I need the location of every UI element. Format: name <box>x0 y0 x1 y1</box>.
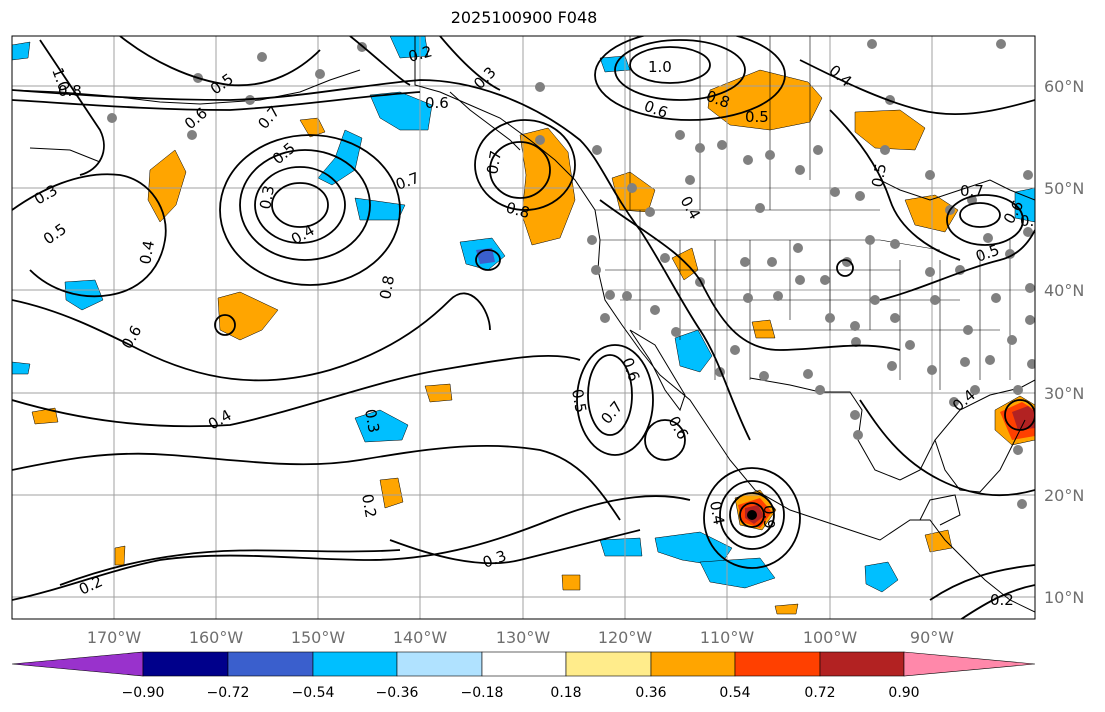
lon-label: 170°W <box>87 628 142 647</box>
lat-label: 50°N <box>1044 179 1084 198</box>
contour-label: 0.3 <box>1020 212 1044 230</box>
colorbar <box>11 651 1036 677</box>
contour-label: 0.5 <box>868 162 890 189</box>
colorbar-tick-label: 0.36 <box>635 685 666 701</box>
colorbar-tick-label: −0.18 <box>461 685 504 701</box>
colorbar-bin <box>565 651 652 677</box>
longitude-labels: 170°W 160°W 150°W 140°W 130°W 120°W 110°… <box>87 628 954 647</box>
contour-label: 0.7 <box>483 149 505 176</box>
contour-label: 0.2 <box>358 493 380 520</box>
colorbar-bin <box>396 651 483 677</box>
colorbar-bin <box>734 651 821 677</box>
colorbar-bin <box>142 651 229 677</box>
contour-label: 0.8 <box>376 274 398 301</box>
contour-label: 0.2 <box>990 591 1014 609</box>
contour-label: 0.8 <box>58 82 82 100</box>
contour-label: 0.3 <box>361 408 383 435</box>
lon-label: 160°W <box>189 628 244 647</box>
lon-label: 90°W <box>910 628 954 647</box>
colorbar-bin <box>481 651 567 677</box>
contour-label: 0.6 <box>425 94 449 112</box>
lon-label: 130°W <box>496 628 551 647</box>
contour-label: 0.8 <box>504 198 532 222</box>
lon-label: 110°W <box>700 628 755 647</box>
contour-label: 0.5 <box>745 108 769 126</box>
contour-label: 0.2 <box>406 42 434 66</box>
lon-label: 140°W <box>393 628 448 647</box>
colorbar-tick-label: −0.54 <box>292 685 335 701</box>
colorbar-tick-label: 0.90 <box>888 685 919 701</box>
colorbar-tick-label: −0.36 <box>376 685 419 701</box>
latitude-labels: 60°N 50°N 40°N 30°N 20°N 10°N <box>1044 77 1084 607</box>
colorbar-tick-label: −0.90 <box>122 685 165 701</box>
contour-label-group: 1.0 0.8 0.5 0.6 0.7 0.5 0.3 0.4 0.3 0.5 … <box>31 42 1044 609</box>
colorbar-tick-label: 0.18 <box>550 685 581 701</box>
colorbar-bin <box>819 651 905 677</box>
colorbar-extend-high <box>903 651 1036 677</box>
map-title: 2025100900 F048 <box>450 8 598 27</box>
map-panel: 1.0 0.8 0.5 0.6 0.7 0.5 0.3 0.4 0.3 0.5 … <box>12 36 1044 619</box>
colorbar-tick-label: 0.72 <box>804 685 835 701</box>
coastline <box>12 36 1035 613</box>
lon-label: 100°W <box>803 628 858 647</box>
colorbar-extend-low <box>11 651 144 677</box>
lat-label: 60°N <box>1044 77 1084 96</box>
contour-label: 0.4 <box>706 500 728 527</box>
map-frame <box>11 35 1036 620</box>
lat-label: 30°N <box>1044 384 1084 403</box>
colorbar-bin <box>312 651 398 677</box>
colorbar-bin <box>650 651 736 677</box>
lat-label: 40°N <box>1044 281 1084 300</box>
contour-label: 0.7 <box>960 182 984 200</box>
colorbar-tick-label: −0.72 <box>207 685 250 701</box>
contour-label: 0.4 <box>136 239 158 266</box>
contour-lines <box>12 36 1035 619</box>
lon-label: 150°W <box>291 628 346 647</box>
contour-label: 1.0 <box>648 58 672 76</box>
station-dots <box>107 39 1035 509</box>
contour-label: 0.5 <box>568 388 590 415</box>
colorbar-ticks: −0.90 −0.72 −0.54 −0.36 −0.18 0.18 0.36 … <box>122 685 920 701</box>
lat-label: 20°N <box>1044 486 1084 505</box>
lon-label: 120°W <box>598 628 653 647</box>
strong-positive-anomaly-fill <box>738 402 1035 528</box>
colorbar-bin <box>227 651 314 677</box>
contour-label: 0.3 <box>256 184 278 211</box>
contour-label: 0.9 <box>760 505 778 529</box>
lat-label: 10°N <box>1044 588 1084 607</box>
colorbar-tick-label: 0.54 <box>719 685 750 701</box>
